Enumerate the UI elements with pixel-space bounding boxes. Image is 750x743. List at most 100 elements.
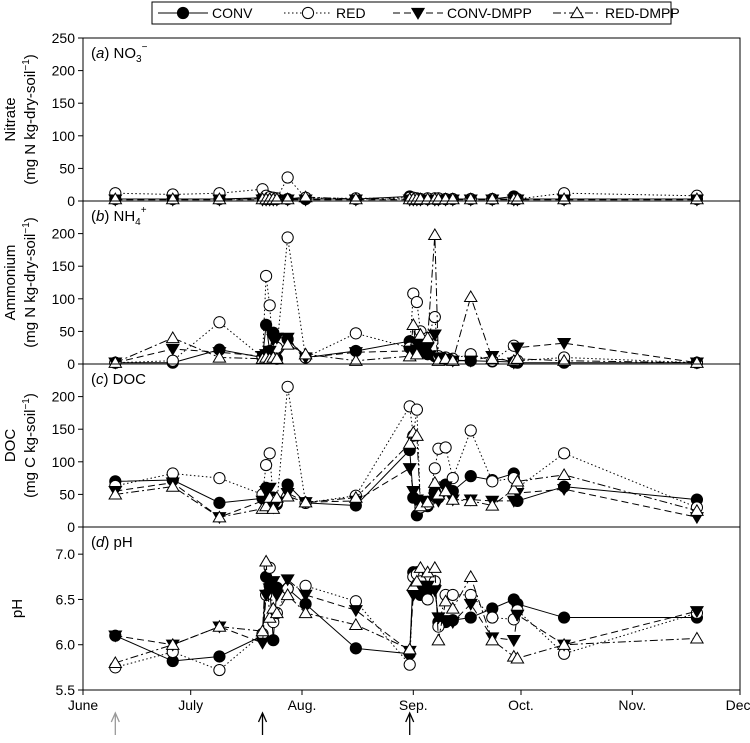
data-point	[259, 554, 274, 567]
data-point	[485, 633, 500, 646]
y-tick-label: 6.0	[56, 637, 76, 653]
series-line	[115, 578, 698, 653]
legend-marker	[176, 6, 190, 20]
data-point	[464, 611, 477, 624]
data-point	[280, 588, 295, 601]
data-point	[259, 499, 274, 512]
data-point	[269, 589, 284, 602]
series	[108, 228, 704, 368]
data-point	[445, 353, 460, 366]
data-point	[413, 327, 428, 340]
y-tick-label: 200	[52, 226, 76, 242]
panel-label: (c) DOC	[91, 371, 146, 388]
series-line	[115, 448, 697, 516]
y-tick-label: 5.5	[56, 682, 76, 698]
data-point	[439, 441, 452, 454]
legend-label: RED-DMPP	[605, 5, 680, 21]
y-tick-label: 0	[67, 356, 75, 372]
data-point	[255, 624, 270, 637]
data-point	[485, 498, 500, 511]
y-axis-unit: (mg N kg-dry-soil−1)	[21, 217, 39, 348]
data-point	[506, 482, 521, 495]
data-point	[348, 605, 363, 618]
x-axis: June July Aug. Sep. Oct. Nov. Dec.	[68, 690, 750, 713]
data-point	[421, 593, 434, 606]
data-point	[485, 351, 500, 364]
data-point	[446, 472, 459, 485]
data-point	[349, 642, 362, 655]
y-tick-label: 0	[67, 193, 75, 209]
data-point	[348, 617, 363, 630]
data-point	[557, 337, 572, 351]
data-point	[510, 474, 525, 487]
legend-marker	[569, 6, 585, 19]
y-tick-label: 200	[52, 63, 76, 79]
legend-item: RED-DMPP	[553, 5, 680, 21]
data-point	[464, 424, 477, 437]
data-point	[281, 231, 294, 244]
series-line	[115, 561, 697, 664]
application-arrow	[257, 711, 268, 735]
data-point	[166, 354, 179, 367]
data-point	[463, 355, 478, 368]
data-point	[510, 342, 525, 355]
data-point	[557, 611, 571, 624]
data-point	[406, 318, 421, 331]
data-point	[410, 295, 423, 309]
series-line	[115, 386, 698, 509]
legend-item: CONV	[158, 5, 253, 21]
data-point	[298, 606, 313, 619]
series	[109, 443, 704, 522]
data-point	[298, 495, 313, 508]
data-point	[557, 467, 572, 480]
data-point	[689, 355, 704, 368]
data-point	[212, 619, 227, 632]
y-axis-label: Ammonium	[2, 245, 19, 321]
y-tick-label: 150	[52, 95, 76, 111]
panel-label: (a) NO3−	[91, 42, 148, 65]
y-tick-label: 0	[67, 519, 75, 535]
data-point	[409, 574, 424, 587]
data-point	[165, 331, 180, 344]
data-point	[463, 598, 478, 611]
application-arrow	[405, 711, 415, 735]
x-tick-label: July	[178, 697, 203, 713]
data-point	[280, 574, 295, 587]
data-point	[266, 576, 281, 589]
data-point	[557, 447, 571, 460]
data-point	[464, 470, 477, 483]
data-point	[269, 351, 284, 364]
y-tick-label: 50	[59, 323, 75, 339]
series	[108, 554, 704, 668]
data-point	[409, 428, 424, 441]
data-point	[269, 332, 284, 345]
data-point	[255, 637, 270, 650]
panel-label: (b) NH4+	[91, 205, 147, 228]
y-tick-label: 200	[52, 389, 76, 405]
y-axis-unit: (mg C kg-soil−1)	[21, 393, 39, 498]
data-point	[213, 663, 226, 677]
series	[108, 574, 704, 658]
data-point	[402, 642, 417, 655]
data-point	[428, 462, 441, 475]
data-point	[281, 380, 294, 393]
legend: CONV RED CONV-DMPP RED-DMPP	[151, 1, 680, 25]
data-point	[213, 472, 226, 485]
legend-item: RED	[284, 5, 366, 21]
y-tick-label: 150	[52, 258, 76, 274]
y-tick-label: 100	[52, 291, 76, 307]
data-point	[213, 316, 226, 329]
data-point	[689, 631, 704, 644]
data-point	[348, 490, 363, 503]
panel: 0 50 100 150 200 250 (a) NO3− Nitrate (mg N kg-d…	[2, 30, 741, 209]
data-point	[438, 484, 453, 497]
data-point	[486, 475, 499, 488]
data-point	[165, 343, 180, 356]
data-point	[689, 606, 704, 619]
data-point	[212, 350, 227, 363]
y-tick-label: 7.0	[56, 546, 76, 562]
data-point	[445, 601, 460, 614]
data-point	[402, 463, 417, 476]
y-tick-label: 50	[59, 486, 75, 502]
